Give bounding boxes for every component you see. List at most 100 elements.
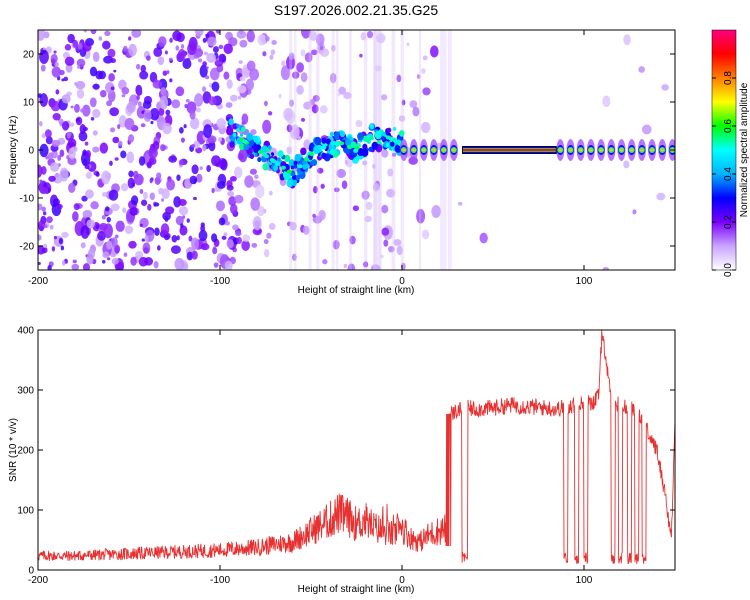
noise-blob: [188, 235, 193, 242]
noise-blob: [107, 257, 111, 261]
y-tick-label: 0: [28, 146, 34, 157]
transition-blob: [261, 145, 268, 153]
noise-blob: [52, 198, 60, 206]
noise-blob: [92, 130, 98, 136]
transition-core: [347, 145, 353, 150]
noise-blob: [355, 120, 363, 128]
noise-blob: [115, 220, 125, 232]
noise-blob: [186, 101, 197, 114]
noise-blob: [189, 117, 200, 130]
noise-blob: [218, 217, 226, 226]
noise-blob: [38, 164, 43, 178]
noise-blob: [224, 260, 233, 270]
noise-blob: [632, 209, 637, 215]
noise-blob: [205, 75, 210, 80]
noise-blob: [254, 174, 259, 180]
noise-blob: [381, 227, 390, 236]
noise-blob: [236, 236, 242, 245]
noise-blob: [115, 261, 125, 270]
noise-blob: [178, 198, 187, 207]
noise-blob: [80, 242, 86, 249]
transition-blob: [302, 164, 308, 170]
y-tick-label: 0: [28, 566, 34, 577]
spectrogram-y-label: Frequency (Hz): [8, 116, 19, 185]
noise-blob: [370, 264, 381, 270]
noise-blob: [92, 83, 100, 90]
noise-blob: [162, 122, 172, 135]
noise-blob: [223, 71, 230, 80]
noise-blob: [301, 30, 311, 39]
noise-blob: [64, 56, 75, 66]
colorbar: 0.0 0.2 0.4 0.6 0.8 Normalized spectral ampl…: [711, 29, 750, 277]
noise-blob: [207, 36, 217, 47]
transition-blob: [243, 143, 250, 151]
noise-blob: [269, 190, 273, 196]
noise-blob: [68, 182, 76, 193]
noise-blob: [208, 96, 217, 106]
pulse-core: [588, 148, 593, 152]
noise-blob: [40, 165, 47, 175]
noise-blob: [101, 170, 111, 185]
transition-blob: [293, 164, 298, 169]
noise-blob: [238, 60, 243, 65]
transition-blob: [246, 132, 253, 141]
pulse-core: [629, 148, 634, 152]
noise-blob: [131, 30, 142, 38]
noise-blob: [99, 142, 109, 154]
noise-blob: [297, 135, 301, 141]
noise-blob: [246, 60, 256, 71]
noise-blob: [292, 253, 297, 261]
noise-blob: [224, 221, 231, 226]
noise-blob: [303, 101, 312, 110]
noise-blob: [249, 68, 260, 81]
transition-core: [309, 151, 315, 156]
noise-blob: [38, 245, 46, 255]
noise-blob: [372, 183, 380, 192]
noise-blob: [90, 116, 95, 121]
noise-blob: [140, 123, 146, 128]
noise-blob: [213, 262, 219, 268]
noise-blob: [178, 127, 184, 134]
noise-blob: [75, 80, 86, 90]
transition-core: [286, 169, 292, 174]
noise-blob: [130, 256, 137, 266]
streak: [294, 30, 297, 270]
noise-blob: [47, 152, 54, 160]
noise-blob: [41, 133, 46, 139]
noise-blob: [110, 127, 116, 133]
noise-blob: [99, 89, 107, 98]
noise-blob: [329, 72, 337, 84]
noise-blob: [602, 266, 610, 270]
noise-blob: [148, 147, 158, 159]
noise-blob: [215, 200, 226, 212]
noise-blob: [107, 48, 116, 58]
noise-blob: [262, 51, 267, 57]
noise-blob: [138, 156, 146, 166]
transition-blob: [294, 153, 301, 162]
noise-blob: [283, 107, 293, 121]
noise-blob: [322, 259, 328, 265]
noise-blob: [128, 43, 137, 57]
noise-blob: [216, 118, 227, 129]
noise-blob: [366, 30, 374, 39]
transition-core: [280, 165, 286, 170]
noise-blob: [166, 178, 176, 191]
colorbar-ticks: 0.0 0.2 0.4 0.6 0.8: [712, 71, 736, 277]
noise-blob: [48, 175, 56, 182]
noise-blob: [266, 232, 272, 239]
noise-blob: [199, 166, 203, 171]
colorbar-tick-label: 0.4: [723, 167, 734, 181]
noise-blob: [53, 235, 57, 240]
noise-blob: [186, 218, 190, 223]
pulse-core: [558, 148, 563, 152]
colorbar-tick-label: 0.8: [723, 71, 734, 85]
noise-blob: [89, 66, 98, 77]
noise-blob: [215, 30, 221, 34]
noise-blob: [110, 203, 120, 212]
noise-blob: [110, 86, 115, 91]
noise-blob: [244, 175, 254, 188]
noise-blob: [416, 74, 421, 79]
noise-blob: [140, 64, 147, 73]
noise-blob: [47, 264, 52, 270]
